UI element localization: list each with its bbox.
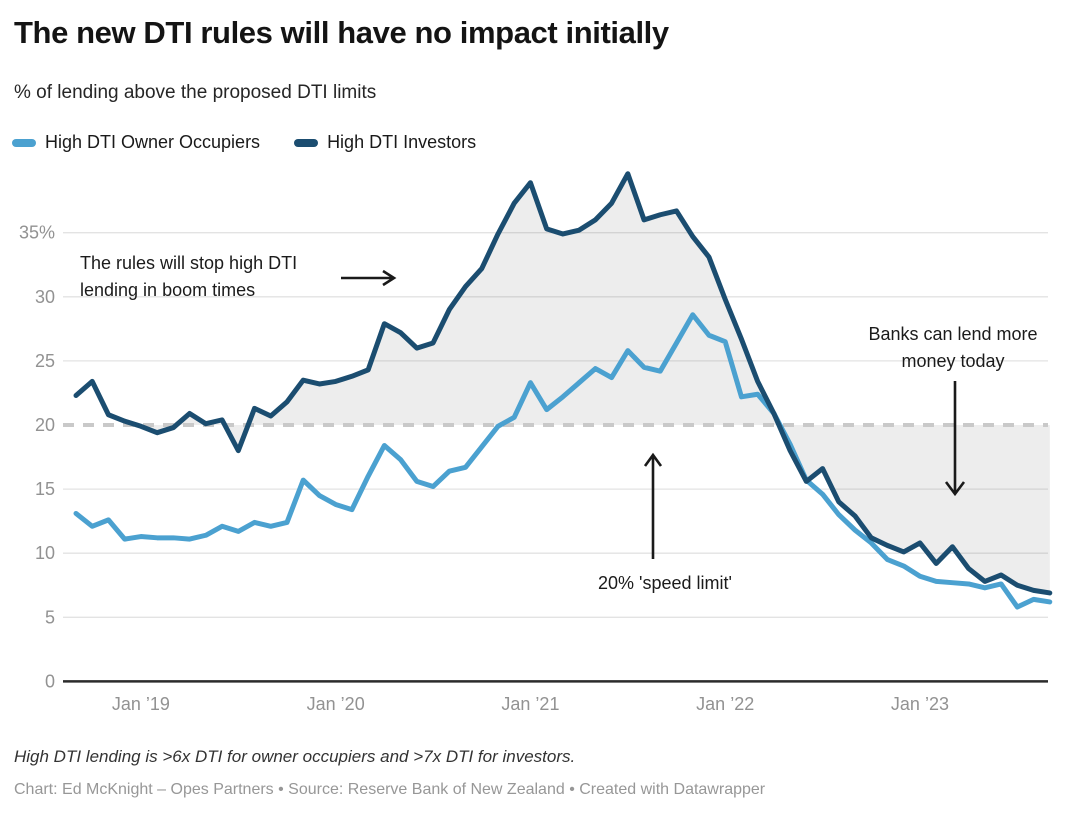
y-axis-tick-labels: 35% 30 25 20 15 10 5 0 — [19, 223, 55, 692]
annotation-line: money today — [901, 351, 1005, 371]
data-series-lines — [73, 171, 1053, 610]
y-tick-label: 15 — [35, 479, 55, 499]
chart-subtitle: % of lending above the proposed DTI limi… — [14, 82, 377, 103]
owner-occupiers-line — [73, 312, 1053, 610]
lendable-headroom-fill — [136, 173, 1050, 593]
annotation-line: lending in boom times — [80, 280, 256, 300]
down-arrow-icon — [944, 381, 966, 497]
right-arrow-icon — [341, 269, 397, 287]
legend-item-investors: High DTI Investors — [294, 132, 476, 153]
annotation-banks-lend: Banks can lend more money today — [833, 321, 1073, 375]
y-tick-label: 25 — [35, 351, 55, 371]
x-tick-label: Jan ’21 — [501, 694, 559, 714]
annotation-line: 20% 'speed limit' — [598, 573, 732, 593]
chart-byline: Chart: Ed McKnight – Opes Partners • Sou… — [14, 781, 766, 798]
legend-label: High DTI Owner Occupiers — [45, 132, 261, 152]
y-tick-label: 5 — [45, 607, 55, 627]
x-tick-label: Jan ’23 — [891, 694, 949, 714]
annotation-line: The rules will stop high DTI — [80, 253, 298, 273]
x-axis-tick-labels: Jan ’19 Jan ’20 Jan ’21 Jan ’22 Jan ’23 — [112, 694, 949, 714]
y-tick-label: 30 — [35, 287, 55, 307]
x-tick-label: Jan ’22 — [696, 694, 754, 714]
annotation-boom-times: The rules will stop high DTI lending in … — [80, 250, 370, 304]
annotation-line: Banks can lend more — [868, 324, 1038, 344]
legend-item-owner-occupiers: High DTI Owner Occupiers — [12, 132, 260, 153]
y-tick-label: 10 — [35, 543, 55, 563]
x-tick-label: Jan ’20 — [307, 694, 365, 714]
x-tick-label: Jan ’19 — [112, 694, 170, 714]
annotation-speed-limit: 20% 'speed limit' — [555, 570, 775, 597]
investors-line — [73, 171, 1053, 596]
annotation-arrows — [341, 269, 966, 559]
y-tick-label: 35% — [19, 223, 55, 243]
y-tick-label: 20 — [35, 415, 55, 435]
chart-footnote: High DTI lending is >6x DTI for owner oc… — [14, 747, 576, 766]
up-arrow-icon — [643, 452, 663, 559]
y-tick-label: 0 — [45, 671, 55, 691]
page-title: The new DTI rules will have no impact in… — [14, 15, 669, 50]
investors-swatch-icon — [294, 138, 319, 147]
legend: High DTI Owner Occupiers High DTI Invest… — [12, 132, 476, 153]
legend-label: High DTI Investors — [327, 132, 477, 152]
owner-occupiers-swatch-icon — [12, 138, 36, 147]
